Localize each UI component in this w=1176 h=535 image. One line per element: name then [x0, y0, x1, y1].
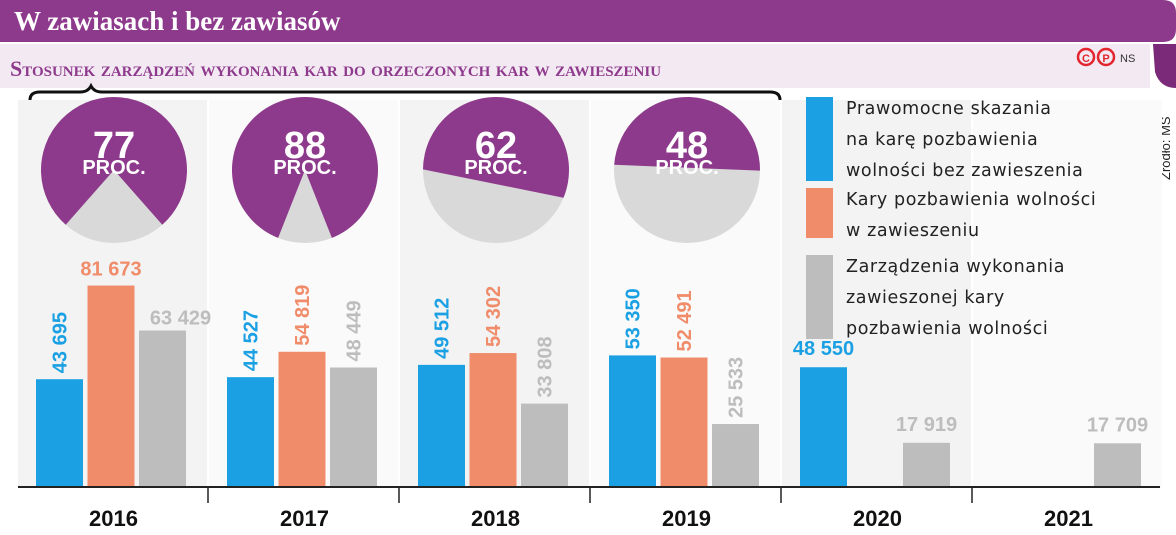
- bar-value-label: 49 512: [432, 298, 454, 359]
- year-panel: [973, 100, 1162, 487]
- ratio-value-2016: 77: [93, 125, 135, 167]
- ratio-value-2017: 88: [284, 125, 326, 167]
- copyright-mark-c: C: [1082, 53, 1090, 65]
- bar-value-label: 48 449: [344, 300, 366, 361]
- x-tick-label-2020: 2020: [853, 506, 902, 531]
- legend-text-line: w zawieszeniu: [846, 221, 980, 241]
- bar-value-label: 52 491: [674, 290, 696, 351]
- title-band: [0, 0, 1176, 42]
- legend-swatch-1: [806, 188, 833, 238]
- bar-2018-series-1: [469, 353, 517, 487]
- legend-swatch-0: [806, 97, 833, 181]
- ratio-unit-label: PROC.: [464, 157, 527, 179]
- bar-2019-series-0: [609, 355, 656, 487]
- bar-2019-series-2: [712, 424, 759, 487]
- bar-value-label: 54 302: [483, 286, 505, 347]
- bar-value-label: 54 819: [292, 285, 314, 346]
- author-initials: NS: [1120, 53, 1135, 65]
- legend-text-line: Kary pozbawienia wolności: [846, 190, 1096, 210]
- side-tab: [1153, 44, 1176, 88]
- brace-bracket: [28, 82, 782, 101]
- legend-swatch-2: [806, 255, 833, 339]
- bar-value-label: 48 550: [793, 338, 854, 360]
- legend-text-line: na karę pozbawienia: [846, 130, 1038, 150]
- subtitle-band: [0, 44, 1150, 88]
- bar-2016-series-2: [139, 330, 186, 487]
- legend-text-line: wolności bez zawieszenia: [846, 161, 1083, 181]
- bar-2021-series-2: [1094, 443, 1141, 487]
- bar-2018-series-0: [418, 364, 465, 487]
- ratio-value-2019: 48: [666, 125, 708, 167]
- bar-value-label: 33 808: [535, 336, 557, 397]
- bar-2016-series-1: [87, 285, 135, 487]
- ratio-pie-slice-2017: [231, 97, 378, 238]
- bar-value-label: 17 919: [896, 414, 957, 436]
- bar-value-label: 17 709: [1087, 414, 1148, 436]
- x-tick-label-2019: 2019: [662, 506, 711, 531]
- ratio-pie-slice-2016: [41, 96, 187, 225]
- ratio-unit-label: PROC.: [655, 157, 718, 179]
- copyright-mark-p: P: [1102, 53, 1109, 65]
- bar-value-label: 81 673: [80, 259, 141, 281]
- x-tick-label-2017: 2017: [280, 506, 329, 531]
- bar-value-label: 25 533: [726, 357, 748, 418]
- ratio-unit-label: PROC.: [82, 157, 145, 179]
- bar-2020-series-0: [800, 367, 847, 487]
- ratio-value-2018: 62: [475, 125, 517, 167]
- ratio-unit-label: PROC.: [273, 157, 336, 179]
- bar-2017-series-2: [330, 367, 377, 487]
- x-tick-label-2021: 2021: [1044, 506, 1093, 531]
- bar-value-label: 44 527: [241, 310, 263, 371]
- bar-value-label: 43 695: [50, 312, 72, 373]
- x-tick-label-2018: 2018: [471, 506, 520, 531]
- bar-2019-series-1: [660, 357, 708, 487]
- bar-2020-series-2: [903, 442, 950, 487]
- legend-text-line: zawieszonej kary: [846, 288, 1005, 308]
- x-tick-label-2016: 2016: [89, 506, 138, 531]
- ratio-pie-slice-2018: [423, 96, 569, 198]
- legend-text-line: Prawomocne skazania: [846, 99, 1052, 119]
- bar-2017-series-0: [227, 377, 274, 487]
- legend-text-line: pozbawienia wolności: [846, 319, 1048, 339]
- bar-value-label: 53 350: [623, 288, 645, 349]
- ratio-pie-slice-2019: [614, 97, 760, 171]
- legend-text-line: Zarządzenia wykonania: [846, 257, 1065, 277]
- copyright-icon: C P: [1076, 47, 1116, 67]
- chart-subtitle: Stosunek zarządzeń wykonania kar do orze…: [10, 56, 661, 81]
- bar-2016-series-0: [36, 379, 83, 487]
- page-title: W zawiasach i bez zawiasów: [14, 6, 341, 36]
- bar-2017-series-1: [278, 351, 326, 487]
- bar-value-label: 63 429: [150, 308, 211, 330]
- bar-2018-series-2: [521, 403, 568, 487]
